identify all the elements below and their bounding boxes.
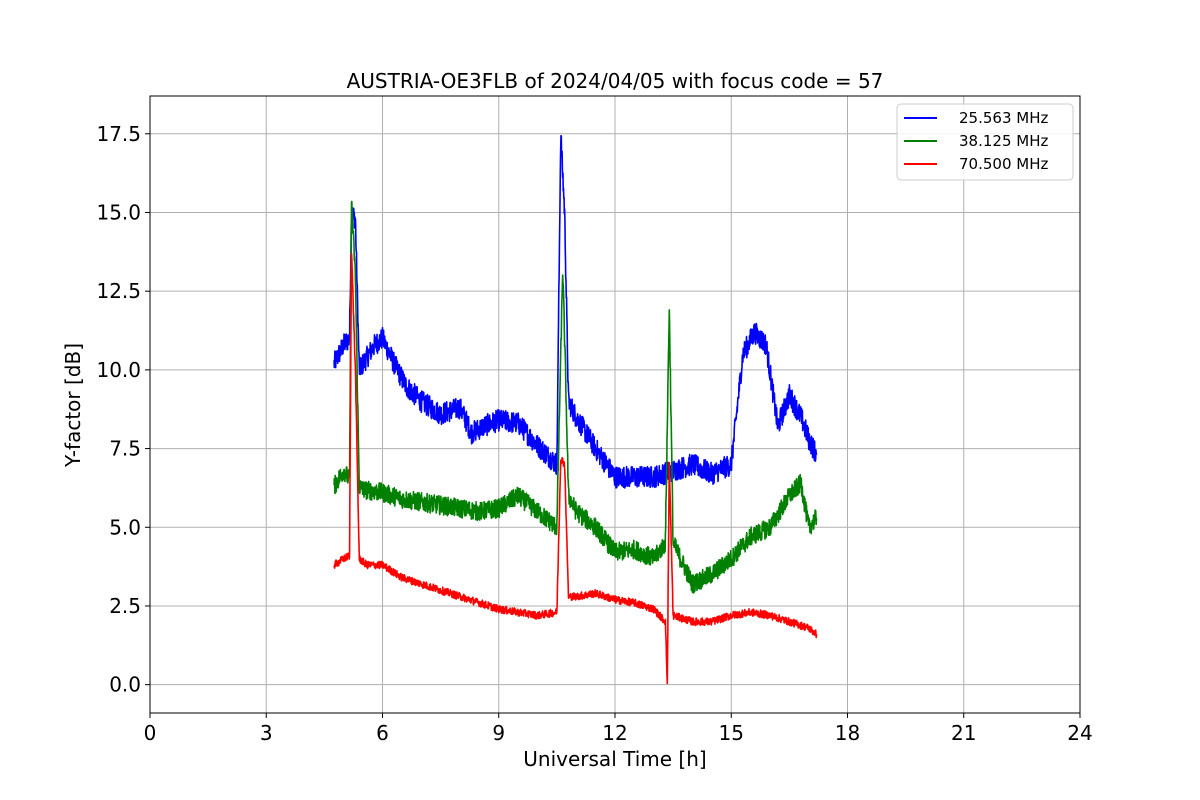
- y-tick-label: 15.0: [96, 200, 141, 224]
- y-tick-label: 7.5: [109, 437, 141, 461]
- series-line-1: [333, 134, 818, 489]
- y-tick-label: 17.5: [96, 122, 141, 146]
- x-tick-label: 3: [260, 721, 273, 745]
- x-tick-label: 12: [602, 721, 627, 745]
- x-tick-label: 9: [492, 721, 505, 745]
- series-layer: [333, 134, 818, 685]
- x-tick-label: 21: [951, 721, 976, 745]
- y-tick-label: 0.0: [109, 673, 141, 697]
- legend: 25.563 MHz 38.125 MHz 70.500 MHz: [896, 103, 1074, 181]
- x-tick-label: 18: [835, 721, 860, 745]
- series-line-3: [333, 252, 818, 685]
- x-axis-label: Universal Time [h]: [523, 747, 706, 771]
- x-tick-label: 0: [144, 721, 157, 745]
- y-axis-label: Y-factor [dB]: [61, 343, 85, 468]
- x-tick-label: 15: [719, 721, 744, 745]
- x-axis: 0 3 6 9 12 15 18 21 24: [144, 713, 1093, 745]
- y-tick-label: 2.5: [109, 594, 141, 618]
- legend-entry: 70.500 MHz: [959, 155, 1048, 173]
- series-line-2: [333, 200, 818, 594]
- chart-title: AUSTRIA-OE3FLB of 2024/04/05 with focus …: [347, 69, 884, 93]
- legend-entry: 38.125 MHz: [959, 132, 1048, 150]
- y-tick-label: 10.0: [96, 358, 141, 382]
- x-tick-label: 24: [1067, 721, 1092, 745]
- legend-box: [896, 103, 1074, 181]
- y-tick-label: 12.5: [96, 279, 141, 303]
- x-tick-label: 6: [376, 721, 389, 745]
- y-tick-label: 5.0: [109, 515, 141, 539]
- legend-entry: 25.563 MHz: [959, 109, 1048, 127]
- y-axis: 0.0 2.5 5.0 7.5 10.0 12.5 15.0 17.5: [96, 122, 150, 697]
